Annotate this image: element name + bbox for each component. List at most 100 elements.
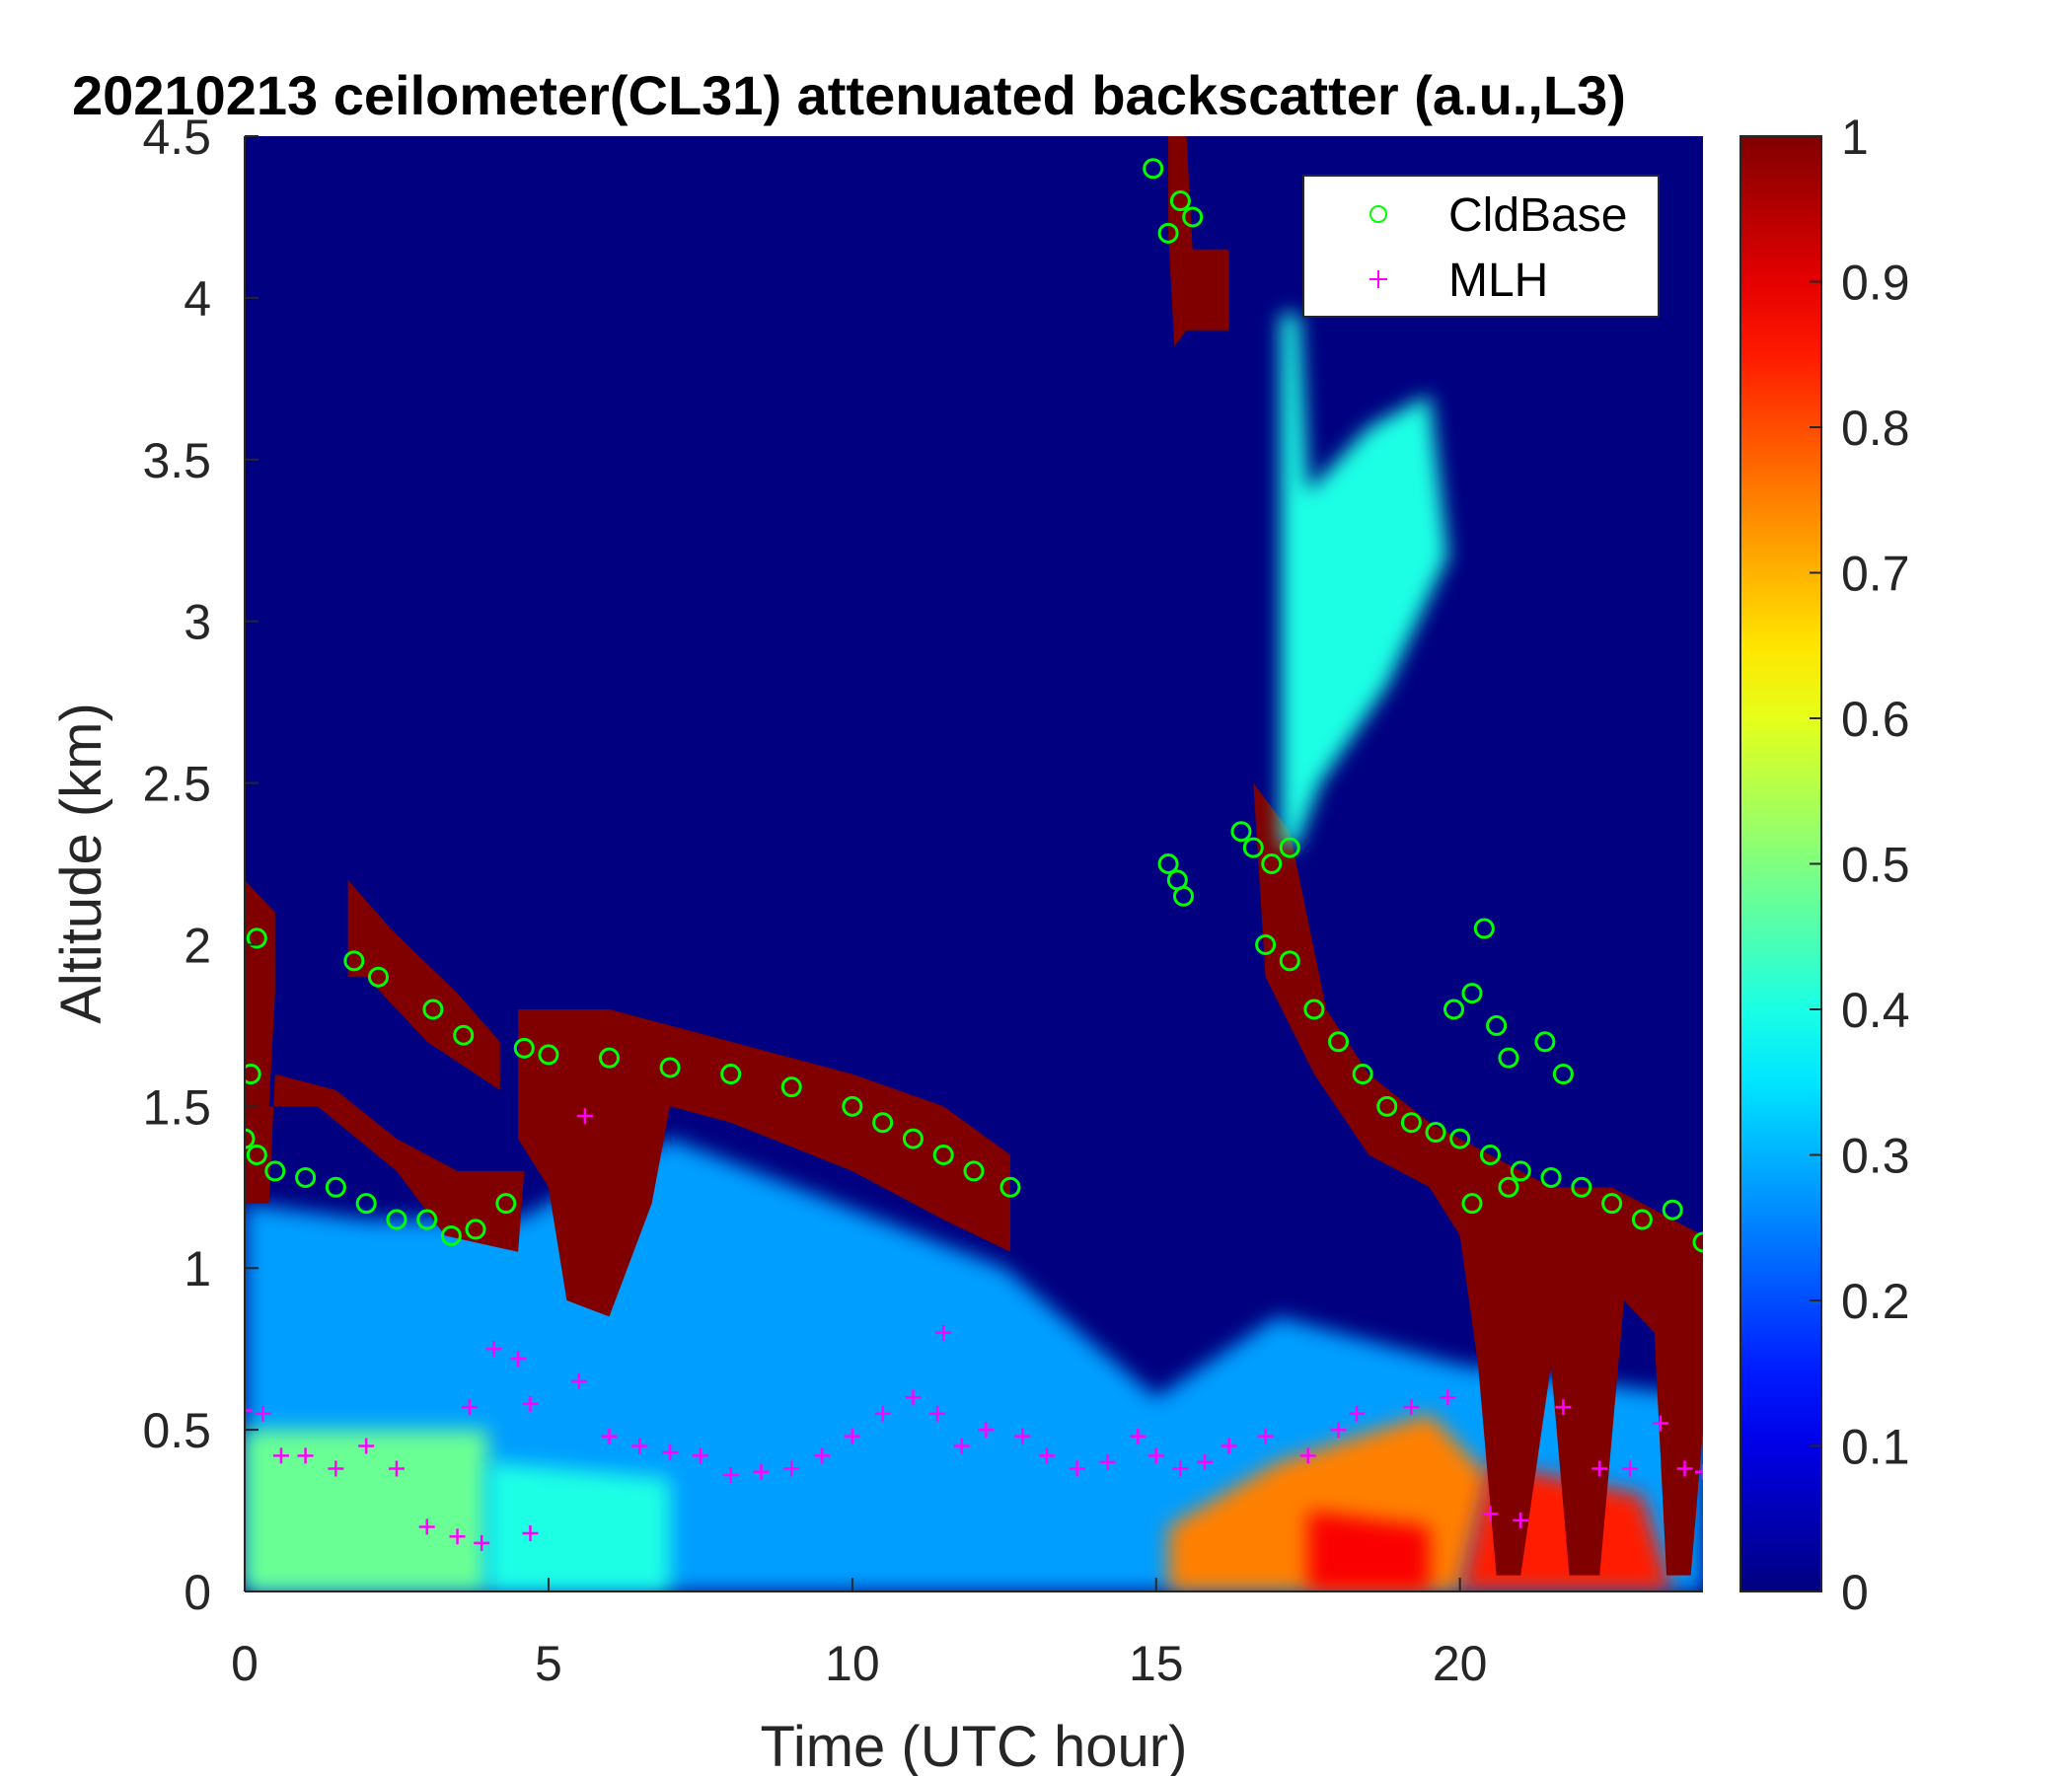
mlh-point — [1014, 1428, 1031, 1444]
cldbase-point — [1230, 821, 1252, 843]
cldbase-point — [343, 950, 365, 972]
mlh-point — [1403, 1399, 1420, 1416]
cldbase-point — [872, 1112, 894, 1134]
cldbase-point — [1255, 933, 1277, 955]
mlh-point — [245, 1402, 253, 1419]
y-ticks: 0 0.5 1 1.5 2 2.5 3 3.5 4 4.5 — [142, 110, 259, 1620]
mlh-point — [1652, 1415, 1668, 1432]
colorbar-tick-label: 0.8 — [1841, 401, 1910, 456]
mlh-point — [662, 1444, 679, 1461]
cldbase-point — [1261, 853, 1283, 874]
mlh-point — [1676, 1460, 1693, 1477]
mlh-point — [449, 1528, 466, 1545]
colorbar-tick-label: 0.2 — [1841, 1274, 1910, 1329]
cldbase-point — [246, 1145, 267, 1165]
cldbase-point — [495, 1193, 517, 1215]
mlh-point — [474, 1534, 490, 1551]
backscatter-region-5 — [1307, 1511, 1430, 1591]
mlh-point — [418, 1518, 435, 1535]
cldbase-point — [422, 999, 444, 1020]
colorbar-tick-label: 0.4 — [1841, 983, 1910, 1038]
backscatter-region-8 — [518, 1009, 1010, 1317]
colorbar — [1739, 135, 1822, 1592]
cldbase-point — [1172, 885, 1194, 907]
cldbase-point — [264, 1160, 286, 1182]
legend-box — [1302, 175, 1660, 318]
mlh-point — [255, 1405, 271, 1422]
cldbase-point — [1461, 1193, 1483, 1215]
cldbase-point — [386, 1209, 407, 1230]
y-axis-label: Altitude (km) — [49, 703, 113, 1024]
mlh-point — [874, 1405, 891, 1422]
cldbase-point — [963, 1160, 985, 1182]
mlh-point — [1099, 1453, 1116, 1470]
mlh-point — [1591, 1460, 1608, 1477]
cldbase-point — [440, 1224, 462, 1246]
cldbase-point — [842, 1095, 863, 1117]
cldbase-point — [1352, 1064, 1373, 1085]
colorbar-tick-label: 0.6 — [1841, 692, 1910, 747]
x-ticks: 0 5 10 15 20 — [231, 1578, 1487, 1691]
cldbase-point — [1662, 1199, 1683, 1221]
mlh-point — [328, 1460, 344, 1477]
backscatter-region-6 — [245, 879, 525, 1252]
mlh-point — [1348, 1405, 1365, 1422]
cldbase-point — [1169, 190, 1191, 212]
cldbase-point — [932, 1145, 954, 1165]
x-tick-label: 5 — [535, 1636, 562, 1691]
cldbase-point — [1279, 950, 1300, 972]
legend: CldBase MLH — [1302, 175, 1660, 318]
cldbase-point — [780, 1076, 802, 1098]
cldbase-point — [1303, 999, 1325, 1020]
mlh-point — [1695, 1463, 1703, 1480]
colorbar-tick-label: 1 — [1841, 110, 1869, 165]
cldbase-point — [1157, 222, 1179, 244]
mlh-point — [953, 1438, 970, 1454]
mlh-point — [1513, 1512, 1529, 1528]
mlh-point — [601, 1428, 618, 1444]
cldbase-point — [1571, 1176, 1592, 1198]
legend-mlh-label: MLH — [1448, 255, 1548, 307]
cldbase-point — [1328, 1031, 1349, 1053]
mlh-point — [510, 1351, 527, 1367]
mlh-point — [522, 1525, 539, 1541]
mlh-point — [461, 1399, 478, 1416]
mlh-point — [522, 1395, 539, 1412]
mlh-point — [631, 1438, 648, 1454]
mlh-point — [844, 1428, 860, 1444]
colorbar-tick-label: 0 — [1841, 1565, 1869, 1620]
cldbase-point — [1534, 1031, 1556, 1053]
cldbase-point — [1449, 1128, 1471, 1149]
cldbase-point — [1279, 837, 1300, 858]
mlh-point — [1130, 1428, 1147, 1444]
legend-cldbase-label: CldBase — [1448, 189, 1627, 242]
y-tick-label: 4 — [184, 271, 211, 327]
legend-cldbase-marker — [1369, 205, 1387, 223]
mlh-point — [570, 1372, 587, 1389]
mlh-point — [1147, 1447, 1164, 1464]
colorbar-tick-label: 0.7 — [1841, 547, 1910, 602]
backscatter-region-1 — [245, 1430, 488, 1591]
cldbase-point — [1376, 1095, 1398, 1117]
y-tick-label: 2 — [184, 918, 211, 973]
mlh-point — [1221, 1438, 1237, 1454]
backscatter-region-9 — [1168, 136, 1229, 347]
y-tick-label: 4.5 — [142, 110, 211, 165]
x-tick-label: 20 — [1433, 1636, 1488, 1691]
cldbase-point — [1473, 918, 1495, 939]
cldbase-point — [1461, 983, 1483, 1004]
mlh-point — [1038, 1447, 1055, 1464]
cldbase-point — [720, 1064, 742, 1085]
mlh-point — [1440, 1389, 1456, 1406]
cldbase-point — [1510, 1160, 1531, 1182]
x-tick-label: 10 — [825, 1636, 880, 1691]
mlh-point — [1172, 1460, 1189, 1477]
y-tick-label: 2.5 — [142, 757, 211, 812]
mlh-point — [1069, 1460, 1085, 1477]
mlh-point — [929, 1405, 946, 1422]
cldbase-point — [1552, 1064, 1574, 1085]
x-tick-label: 0 — [231, 1636, 259, 1691]
cldbase-point — [1498, 1176, 1519, 1198]
cldbase-point — [999, 1176, 1021, 1198]
colorbar-tick-label: 0.1 — [1841, 1420, 1910, 1475]
